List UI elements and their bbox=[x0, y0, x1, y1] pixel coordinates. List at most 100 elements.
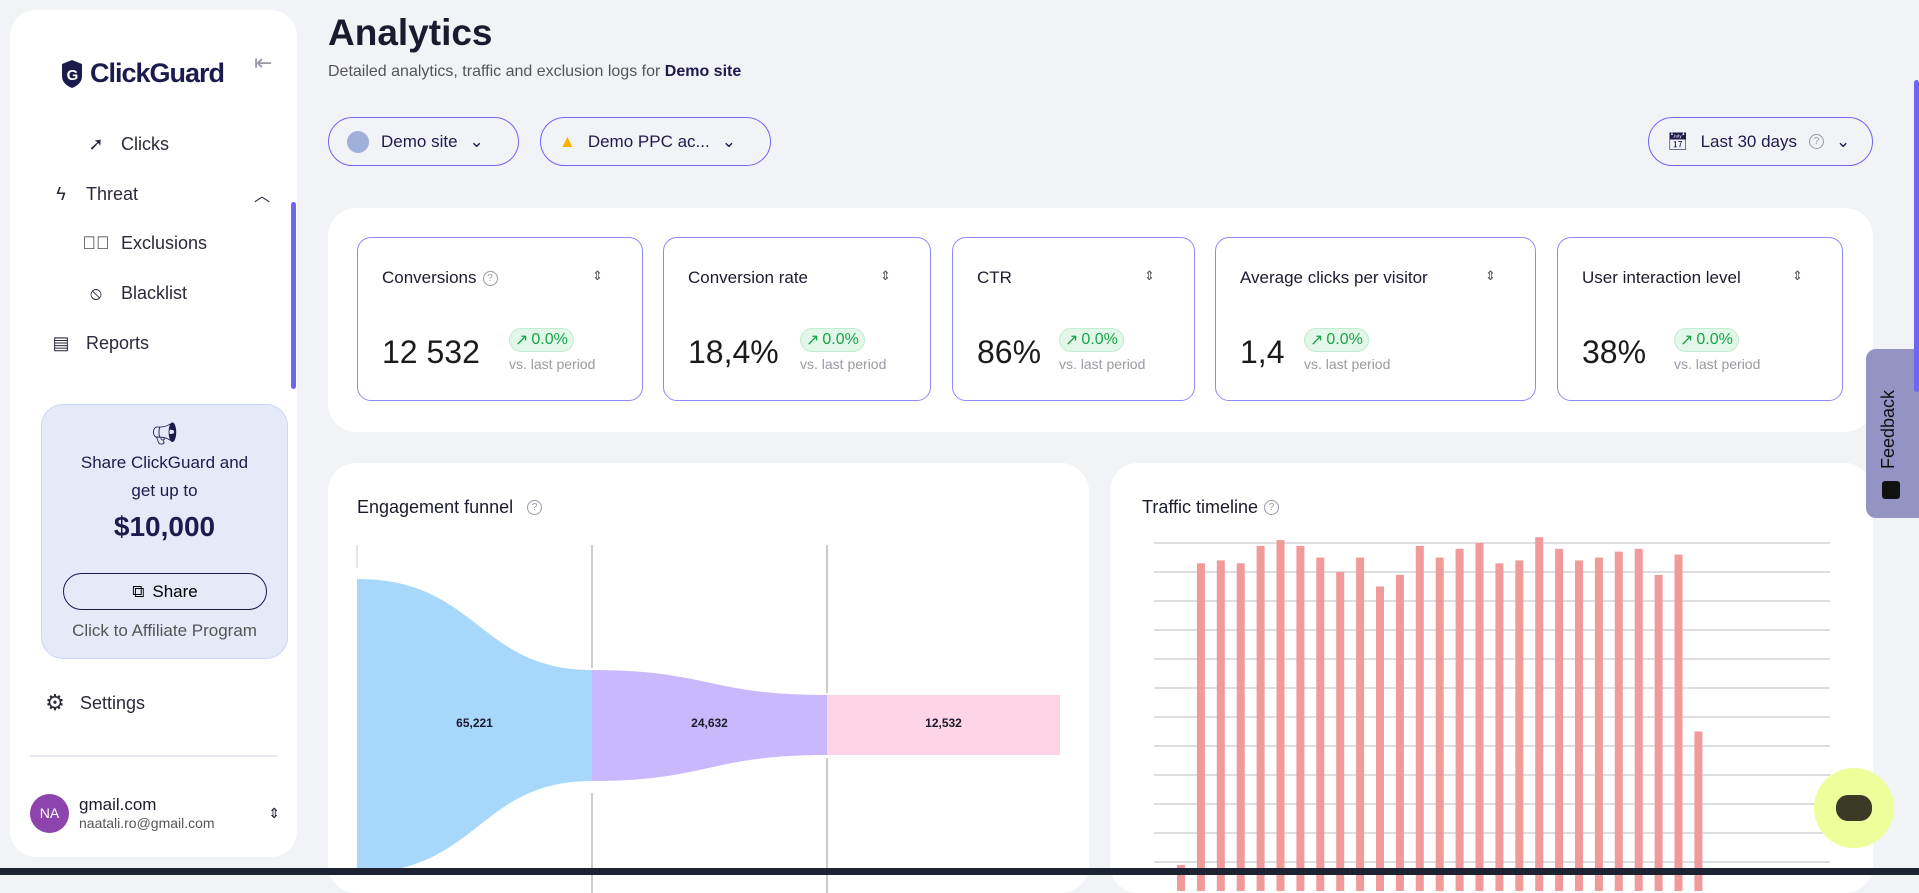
sort-icon[interactable]: ⇕ bbox=[1485, 268, 1496, 283]
traffic-timeline-panel: Traffic timeline? bbox=[1110, 463, 1873, 893]
kpi-value: 12 532 bbox=[382, 334, 480, 370]
trend-up-icon: ↗ bbox=[1680, 332, 1694, 349]
affiliate-link[interactable]: Click to Affiliate Program bbox=[72, 621, 257, 640]
page-scrollbar[interactable] bbox=[1914, 80, 1919, 392]
funnel-value: 12,532 bbox=[925, 716, 962, 730]
funnel-chart bbox=[356, 545, 1060, 893]
svg-text:G: G bbox=[67, 67, 78, 84]
share-button[interactable]: ⧉ Share bbox=[63, 573, 267, 610]
chart-header: Traffic timeline? bbox=[1142, 497, 1280, 518]
chevron-down-icon: ⌄ bbox=[469, 131, 484, 151]
traffic-bar[interactable] bbox=[1415, 545, 1424, 891]
kpi-card[interactable]: User interaction level ⇕ 38% ↗ 0.0% vs. l… bbox=[1557, 237, 1843, 401]
funnel-stage-3[interactable] bbox=[827, 695, 1060, 755]
change-badge: ↗ 0.0% bbox=[1674, 328, 1739, 352]
traffic-bar[interactable] bbox=[1594, 557, 1603, 892]
label: Exclusions bbox=[121, 232, 208, 253]
traffic-bar[interactable] bbox=[1435, 557, 1444, 892]
check-badge-icon: ✓⃝ bbox=[82, 232, 110, 253]
chart-title: Traffic timeline bbox=[1142, 497, 1259, 517]
traffic-bar[interactable] bbox=[1555, 548, 1564, 891]
traffic-bar[interactable] bbox=[1256, 545, 1265, 891]
sort-icon[interactable]: ⇕ bbox=[880, 268, 891, 283]
traffic-bar[interactable] bbox=[1356, 557, 1365, 892]
feedback-tab[interactable]: Feedback bbox=[1866, 349, 1919, 518]
traffic-bar[interactable] bbox=[1236, 563, 1245, 891]
change-value: 0.0% bbox=[531, 331, 568, 348]
clickguard-logo[interactable]: G ClickGuard bbox=[60, 58, 225, 89]
traffic-bar[interactable] bbox=[1515, 560, 1524, 891]
collapse-sidebar-icon[interactable]: ⇤ bbox=[254, 50, 273, 75]
funnel-stage-2[interactable] bbox=[592, 670, 827, 781]
traffic-bar[interactable] bbox=[1694, 731, 1703, 892]
traffic-bar[interactable] bbox=[1614, 551, 1623, 891]
traffic-bar[interactable] bbox=[1336, 572, 1345, 891]
trend-up-icon: ↗ bbox=[1310, 332, 1324, 349]
site-name: Demo site bbox=[664, 63, 742, 80]
help-icon[interactable]: ? bbox=[527, 500, 543, 515]
trend-up-icon: ↗ bbox=[515, 332, 529, 349]
traffic-bar[interactable] bbox=[1216, 560, 1225, 891]
account-dropdown[interactable]: ▲ Demo PPC ac... ⌄ bbox=[540, 117, 771, 166]
shield-logo-icon: G bbox=[62, 59, 82, 88]
sidebar-item-threat[interactable]: ϟ Threat ︿ bbox=[50, 182, 270, 206]
subtitle-text: Detailed analytics, traffic and exclusio… bbox=[328, 63, 665, 80]
trend-up-icon: ↗ bbox=[1065, 332, 1079, 349]
google-ads-icon: ▲ bbox=[559, 131, 576, 151]
kpi-card[interactable]: Conversions? ⇕ 12 532 ↗ 0.0% vs. last per… bbox=[357, 237, 643, 401]
promo-amount: $10,000 bbox=[113, 511, 216, 542]
user-email: naatali.ro@gmail.com bbox=[79, 815, 215, 831]
globe-icon bbox=[347, 130, 369, 153]
sidebar-item-blacklist[interactable]: ⦸ Blacklist bbox=[85, 282, 187, 304]
traffic-bar[interactable] bbox=[1475, 543, 1484, 891]
label: User interaction level bbox=[1582, 268, 1741, 287]
sidebar-item-exclusions[interactable]: ✓⃝ Exclusions bbox=[82, 232, 208, 254]
kpi-card[interactable]: Average clicks per visitor ⇕ 1,4 ↗ 0.0% v… bbox=[1215, 237, 1536, 401]
traffic-bar[interactable] bbox=[1674, 554, 1683, 891]
traffic-bar[interactable] bbox=[1296, 545, 1305, 891]
help-icon[interactable]: ? bbox=[1264, 500, 1280, 515]
sidebar-item-clicks[interactable]: ➚ Clicks bbox=[85, 133, 169, 155]
traffic-bar[interactable] bbox=[1455, 548, 1464, 891]
label: Demo PPC ac... bbox=[587, 131, 710, 151]
label: CTR bbox=[977, 268, 1012, 287]
traffic-bar-chart bbox=[1154, 537, 1830, 892]
sidebar-scrollbar[interactable] bbox=[291, 202, 296, 389]
traffic-bar[interactable] bbox=[1654, 574, 1663, 891]
site-dropdown[interactable]: Demo site ⌄ bbox=[328, 117, 519, 166]
traffic-bar[interactable] bbox=[1535, 537, 1544, 891]
change-value: 0.0% bbox=[1696, 331, 1733, 348]
kpi-card[interactable]: CTR ⇕ 86% ↗ 0.0% vs. last period bbox=[952, 237, 1195, 401]
sidebar-item-settings[interactable]: ⚙ Settings bbox=[44, 690, 145, 715]
traffic-bar[interactable] bbox=[1376, 586, 1384, 892]
chevron-up-icon: ︿ bbox=[253, 188, 270, 205]
chevron-up-down-icon: ⇕ bbox=[268, 804, 280, 821]
sort-icon[interactable]: ⇕ bbox=[1792, 268, 1803, 283]
brand-name: ClickGuard bbox=[90, 58, 225, 88]
chat-button[interactable] bbox=[1814, 768, 1894, 848]
funnel-title: Engagement funnel bbox=[357, 497, 514, 517]
sort-icon[interactable]: ⇕ bbox=[1144, 268, 1155, 283]
help-icon[interactable]: ? bbox=[482, 270, 498, 286]
traffic-bar[interactable] bbox=[1276, 540, 1285, 891]
user-name: gmail.com bbox=[79, 795, 157, 814]
traffic-bar[interactable] bbox=[1575, 560, 1583, 891]
funnel-stage-1[interactable] bbox=[357, 579, 592, 873]
traffic-bar[interactable] bbox=[1395, 574, 1404, 891]
date-range-dropdown[interactable]: 📅︎ Last 30 days? ⌄ bbox=[1648, 117, 1873, 166]
ban-icon: ⦸ bbox=[90, 282, 102, 303]
label: Threat bbox=[86, 183, 139, 204]
traffic-bar[interactable] bbox=[1316, 557, 1325, 892]
kpi-card[interactable]: Conversion rate ⇕ 18,4% ↗ 0.0% vs. last p… bbox=[663, 237, 931, 401]
engagement-funnel-panel: Engagement funnel? 65,221 24,632 12,532 bbox=[328, 463, 1089, 893]
promo-text: get up to bbox=[131, 481, 198, 500]
feedback-icon bbox=[1882, 481, 1900, 499]
user-menu[interactable]: NA gmail.com naatali.ro@gmail.com ⇕ bbox=[30, 790, 280, 836]
sidebar-item-reports[interactable]: ▤ Reports bbox=[50, 332, 149, 354]
traffic-bar[interactable] bbox=[1196, 563, 1205, 891]
traffic-bar[interactable] bbox=[1634, 548, 1643, 891]
label: Reports bbox=[86, 332, 150, 353]
traffic-bar[interactable] bbox=[1495, 563, 1504, 891]
sort-icon[interactable]: ⇕ bbox=[592, 268, 603, 283]
page-subtitle: Detailed analytics, traffic and exclusio… bbox=[328, 63, 741, 81]
